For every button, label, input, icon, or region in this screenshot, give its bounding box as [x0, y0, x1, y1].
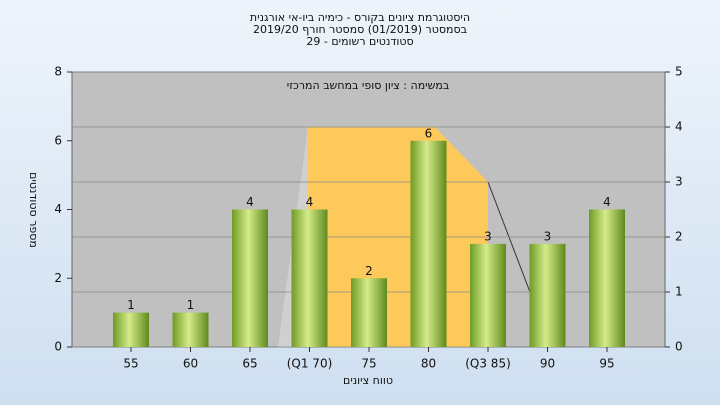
value-label: 4 [603, 195, 611, 209]
x-tick-label: 55 [123, 357, 138, 371]
value-label: 3 [484, 229, 492, 243]
x-tick-label: 80 [421, 357, 436, 371]
y2-tick-label: 3 [675, 175, 683, 189]
value-label: 4 [306, 195, 314, 209]
y-tick-label: 0 [54, 340, 62, 354]
subtitle: במשימה : ציון סופי במחשב המרכזי [287, 79, 450, 92]
bar [113, 312, 149, 347]
y-tick-label: 6 [54, 133, 62, 147]
y-tick-label: 2 [54, 271, 62, 285]
value-label: 1 [187, 298, 195, 312]
value-label: 1 [127, 298, 135, 312]
y2-tick-label: 4 [675, 120, 683, 134]
x-tick-label: 60 [183, 357, 198, 371]
bar [589, 209, 625, 347]
bar [232, 209, 268, 347]
x-tick-label: 75 [361, 357, 376, 371]
x-tick-label: 90 [540, 357, 555, 371]
bar [470, 243, 506, 347]
x-tick-label: 65 [242, 357, 257, 371]
bar [410, 140, 447, 347]
bar [529, 243, 566, 347]
y-tick-label: 4 [54, 202, 62, 216]
y2-tick-label: 2 [675, 230, 683, 244]
y-tick-label: 8 [54, 65, 62, 79]
bar [172, 312, 209, 347]
bar [291, 209, 328, 347]
title-line: היסטוגרמת ציונים בקורס - כימיה ביו-אי או… [250, 11, 470, 24]
y2-tick-label: 1 [675, 285, 683, 299]
title-line: בסמסטר (01/2019) סמסטר חורף 2019/20 [253, 23, 467, 36]
y2-tick-label: 0 [675, 340, 683, 354]
value-label: 3 [544, 229, 552, 243]
bar [351, 278, 387, 347]
x-tick-label: (Q3 85) [465, 357, 511, 371]
y2-tick-label: 5 [675, 65, 683, 79]
value-label: 6 [425, 126, 433, 140]
x-tick-label: 95 [599, 357, 614, 371]
x-tick-label: (Q1 70) [287, 357, 333, 371]
value-label: 2 [365, 264, 373, 278]
value-label: 4 [246, 195, 254, 209]
x-axis-label: טווח ציונים [343, 374, 393, 387]
title-line: סטודנטים רשומים - 29 [306, 35, 413, 48]
y-axis-label: מספר סטודנטים [27, 172, 40, 248]
